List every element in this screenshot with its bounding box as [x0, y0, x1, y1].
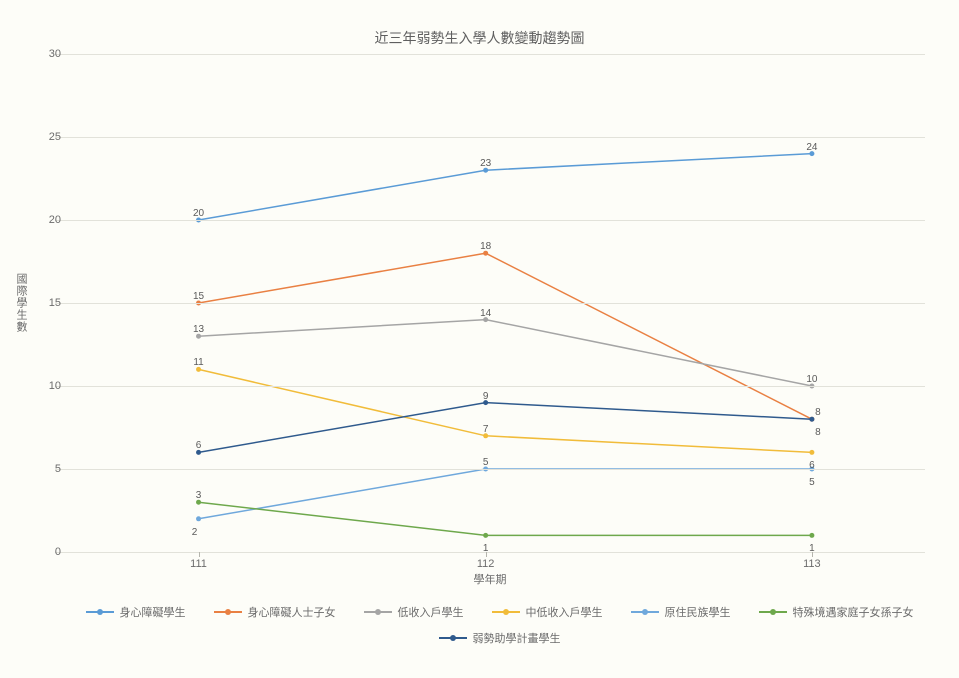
y-tick-label: 30 — [37, 48, 61, 60]
x-tick-mark — [199, 552, 200, 557]
point-label: 11 — [193, 357, 203, 368]
point-label: 10 — [806, 374, 817, 385]
series-marker — [483, 533, 488, 538]
series-marker — [809, 450, 814, 455]
point-label: 23 — [480, 158, 491, 169]
point-label: 5 — [809, 477, 815, 488]
x-tick-label: 111 — [190, 558, 207, 570]
legend-item: 特殊境遇家庭子女孫子女 — [759, 604, 914, 620]
series-line — [199, 253, 812, 419]
point-label: 20 — [193, 208, 204, 219]
legend-label: 原住民族學生 — [665, 604, 731, 620]
chart-title: 近三年弱勢生入學人數變動趨勢圖 — [0, 28, 959, 48]
legend-swatch — [759, 611, 787, 613]
point-label: 18 — [480, 241, 491, 252]
legend-label: 身心障礙人士子女 — [248, 604, 336, 620]
y-tick-label: 0 — [37, 546, 61, 558]
series-line — [199, 369, 812, 452]
point-label: 7 — [483, 424, 489, 435]
y-tick-label: 10 — [37, 380, 61, 392]
legend-item: 中低收入戶學生 — [492, 604, 603, 620]
point-label: 1 — [483, 543, 489, 554]
series-marker — [809, 417, 814, 422]
point-label: 13 — [193, 324, 204, 335]
legend-label: 中低收入戶學生 — [526, 604, 603, 620]
y-tick-label: 20 — [37, 214, 61, 226]
gridline — [55, 552, 925, 553]
legend-label: 低收入戶學生 — [398, 604, 464, 620]
legend-label: 身心障礙學生 — [120, 604, 186, 620]
legend-item: 弱勢助學計畫學生 — [439, 630, 561, 646]
y-axis-label: 國際學生數 — [13, 273, 29, 333]
point-label: 3 — [196, 490, 202, 501]
legend-swatch — [492, 611, 520, 613]
legend-label: 特殊境遇家庭子女孫子女 — [793, 604, 914, 620]
gridline — [55, 137, 925, 138]
series-line — [199, 154, 812, 220]
series-line — [199, 469, 812, 519]
line-chart: 近三年弱勢生入學人數變動趨勢圖 國際學生數 學年期 05101520253011… — [0, 0, 959, 678]
y-tick-label: 25 — [37, 131, 61, 143]
legend-swatch — [86, 611, 114, 613]
x-axis-label: 學年期 — [474, 571, 507, 587]
legend-swatch — [439, 637, 467, 639]
point-label: 24 — [806, 142, 817, 153]
gridline — [55, 386, 925, 387]
y-tick-label: 5 — [37, 463, 61, 475]
gridline — [55, 469, 925, 470]
legend-item: 身心障礙人士子女 — [214, 604, 336, 620]
legend-dot-icon — [450, 635, 456, 641]
x-tick-label: 112 — [477, 558, 495, 570]
legend-dot-icon — [770, 609, 776, 615]
point-label: 5 — [483, 457, 489, 468]
series-line — [199, 320, 812, 386]
series-marker — [196, 516, 201, 521]
legend-swatch — [631, 611, 659, 613]
legend-item: 原住民族學生 — [631, 604, 731, 620]
point-label: 6 — [809, 460, 815, 471]
series-line — [199, 403, 812, 453]
series-marker — [809, 533, 814, 538]
legend-label: 弱勢助學計畫學生 — [473, 630, 561, 646]
legend-dot-icon — [642, 609, 648, 615]
point-label: 2 — [192, 527, 198, 538]
legend-item: 低收入戶學生 — [364, 604, 464, 620]
point-label: 8 — [815, 407, 821, 418]
point-label: 9 — [483, 391, 489, 402]
legend-swatch — [214, 611, 242, 613]
y-tick-label: 15 — [37, 297, 61, 309]
point-label: 14 — [480, 308, 491, 319]
legend-dot-icon — [503, 609, 509, 615]
plot-area: 國際學生數 學年期 051015202530111112113202324151… — [55, 54, 925, 552]
point-label: 15 — [193, 291, 204, 302]
series-line — [199, 502, 812, 535]
point-label: 1 — [809, 543, 815, 554]
legend: 身心障礙學生 身心障礙人士子女 低收入戶學生 中低收入戶學生 原住民族學生 特殊境遇家庭子… — [80, 604, 919, 646]
x-tick-label: 113 — [803, 558, 821, 570]
legend-item: 身心障礙學生 — [86, 604, 186, 620]
point-label: 8 — [815, 427, 821, 438]
legend-dot-icon — [97, 609, 103, 615]
gridline — [55, 54, 925, 55]
legend-swatch — [364, 611, 392, 613]
point-label: 6 — [196, 440, 202, 451]
gridline — [55, 220, 925, 221]
legend-dot-icon — [375, 609, 381, 615]
gridline — [55, 303, 925, 304]
legend-dot-icon — [225, 609, 231, 615]
